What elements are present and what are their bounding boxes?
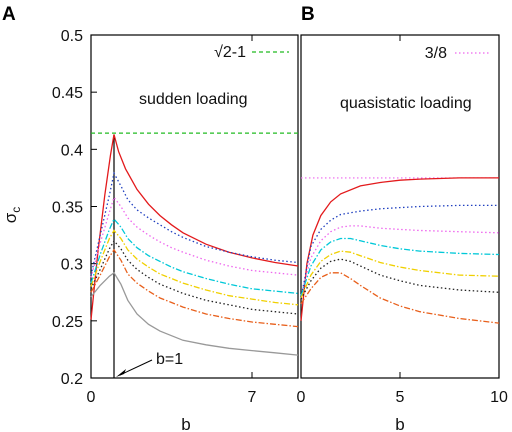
series-line-2: [300, 204, 499, 299]
annotation-b1: b=1: [156, 351, 183, 368]
series-line-7: [300, 272, 500, 324]
y-axis-label: σc: [1, 207, 23, 224]
panel-a-series: [90, 132, 299, 378]
panel-b-letter: B: [301, 4, 315, 25]
panel-b-xlabel: b: [395, 415, 404, 432]
series-line-8: [90, 271, 299, 356]
series-line-3: [300, 225, 500, 296]
panel-a-letter: A: [2, 4, 16, 25]
x-tick-label: 7: [248, 389, 257, 406]
panel-a-legend-label: √2-1: [214, 44, 246, 61]
y-tick-label: 0.3: [61, 257, 83, 274]
series-line-1: [300, 177, 499, 321]
x-tick-label: 5: [396, 389, 405, 406]
y-tick-label: 0.5: [61, 28, 83, 45]
panel-a-frame: [90, 34, 299, 379]
series-line-7: [90, 248, 299, 328]
x-tick-label: 0: [297, 389, 306, 406]
panel-a-xlabel: b: [181, 415, 190, 432]
annotation-arrow-line: [119, 359, 153, 376]
panel-b-x-ticks: 0 5 10: [297, 35, 508, 406]
y-tick-label: 0.25: [52, 314, 83, 331]
panel-b-series: [300, 177, 500, 324]
y-tick-label: 0.45: [52, 85, 83, 102]
series-line-4: [90, 217, 299, 295]
y-tick-label: 0.35: [52, 200, 83, 217]
series-line-5: [90, 229, 299, 306]
series-line-6: [90, 239, 299, 315]
panel-b-legend-label: 3/8: [425, 45, 447, 62]
x-tick-label: 10: [490, 389, 508, 406]
series-line-3: [90, 196, 299, 278]
panel-a-title: sudden loading: [139, 91, 248, 108]
x-tick-label: 0: [87, 389, 96, 406]
annotation-arrow-head: [116, 369, 126, 377]
panel-b-plot: 0 5 10 quasistatic loading 3/8 b: [297, 34, 508, 432]
y-tick-label: 0.2: [61, 371, 83, 388]
panel-a-y-ticks: 0.5 0.45 0.4 0.35 0.3 0.25 0.2: [52, 28, 97, 388]
series-line-2: [90, 171, 299, 276]
series-line-6: [300, 258, 500, 300]
series-line-5: [300, 250, 500, 299]
series-line-4: [300, 237, 500, 296]
y-tick-label: 0.4: [61, 142, 83, 159]
panel-b-frame: [300, 34, 500, 379]
y-axis-label-text: σc: [1, 207, 23, 224]
panel-b-title: quasistatic loading: [340, 95, 472, 112]
series-line-1: [90, 134, 299, 320]
